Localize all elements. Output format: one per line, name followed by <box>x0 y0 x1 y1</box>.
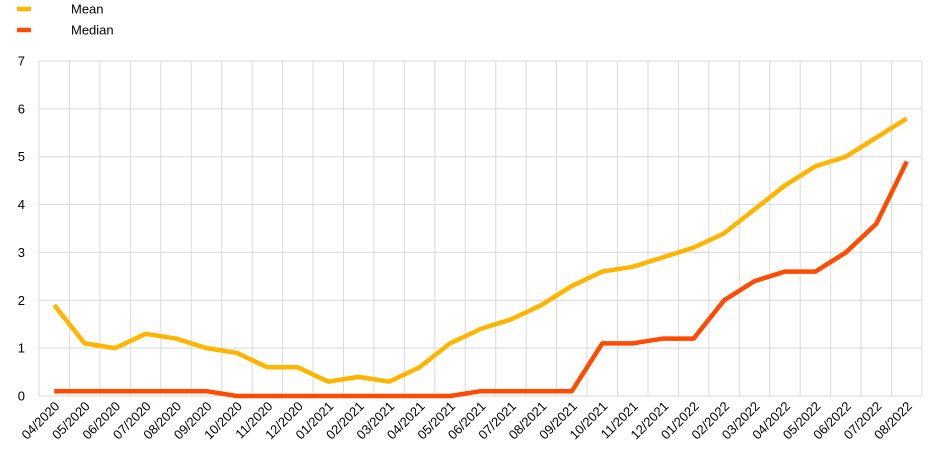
y-tick-label: 4 <box>18 197 25 212</box>
y-tick-label: 0 <box>18 389 25 404</box>
y-axis-ticks: 0 1 2 3 4 5 6 7 <box>18 54 25 404</box>
series-lines <box>52 116 909 399</box>
y-tick-label: 2 <box>18 293 25 308</box>
x-axis-ticks: 04/202005/202006/202007/202008/202009/20… <box>19 399 915 443</box>
series-line-mean <box>52 116 908 384</box>
legend-label-mean: Mean <box>71 2 104 17</box>
y-tick-label: 1 <box>18 341 25 356</box>
y-tick-label: 3 <box>18 245 25 260</box>
y-tick-label: 6 <box>18 101 25 116</box>
series-line-median <box>54 160 909 399</box>
y-tick-label: 5 <box>18 149 25 164</box>
y-tick-label: 7 <box>18 54 25 69</box>
legend: Mean Median <box>17 2 114 38</box>
grid <box>38 60 923 397</box>
legend-label-median: Median <box>71 23 114 38</box>
